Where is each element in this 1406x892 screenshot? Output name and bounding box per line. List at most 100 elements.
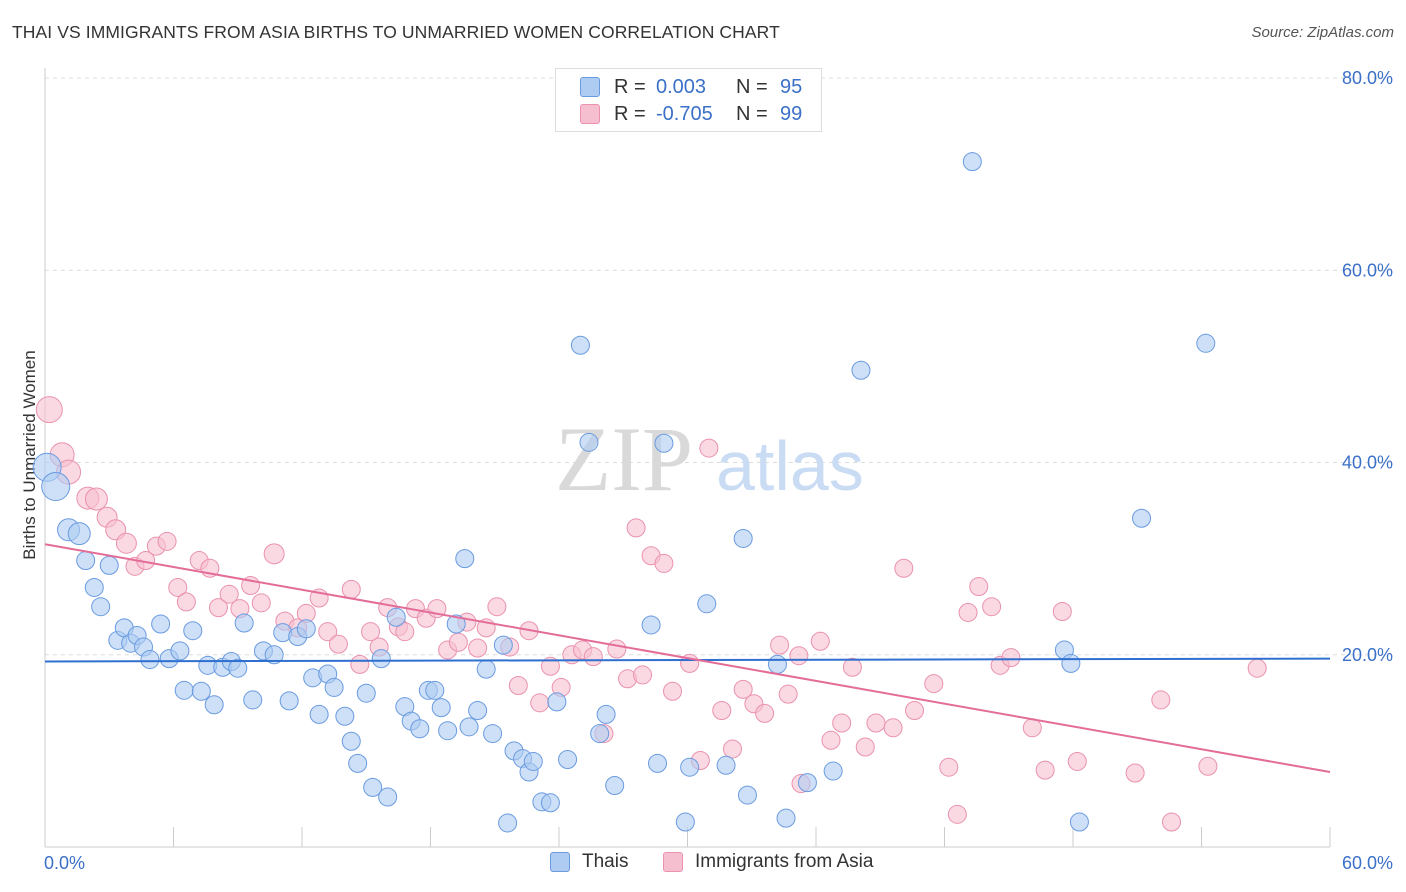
immigrants-point bbox=[468, 638, 488, 658]
immigrants-point bbox=[318, 622, 338, 642]
thais-point bbox=[335, 706, 355, 726]
legend-item-immigrants[interactable]: Immigrants from Asia bbox=[663, 851, 873, 873]
chart-title: THAI VS IMMIGRANTS FROM ASIA BIRTHS TO U… bbox=[12, 22, 780, 42]
immigrants-point bbox=[654, 553, 674, 573]
immigrants-point bbox=[866, 713, 886, 733]
thais-point bbox=[767, 654, 787, 674]
y-tick-label: 20.0% bbox=[1342, 645, 1393, 665]
y-tick-label: 80.0% bbox=[1342, 68, 1393, 88]
immigrants-point bbox=[263, 543, 285, 565]
thais-point bbox=[654, 433, 674, 453]
legend-n-label: N = bbox=[736, 75, 768, 98]
immigrants-point bbox=[1052, 601, 1072, 621]
immigrants-point bbox=[905, 701, 925, 721]
immigrants-point bbox=[208, 598, 228, 618]
thais-point bbox=[1196, 333, 1216, 353]
tick-labels: 20.0% 40.0% 60.0% 80.0% 0.0% 60.0% bbox=[44, 68, 1393, 873]
immigrants-point bbox=[958, 602, 978, 622]
thais-point bbox=[67, 522, 91, 546]
x-tick-label: 60.0% bbox=[1342, 853, 1393, 873]
thais-point bbox=[547, 692, 567, 712]
thais-point bbox=[1061, 653, 1081, 673]
immigrants-point bbox=[395, 622, 415, 642]
immigrants-point bbox=[530, 693, 550, 713]
thais-point bbox=[228, 658, 248, 678]
thais-point bbox=[468, 701, 488, 721]
thais-point bbox=[675, 812, 695, 832]
thais-point bbox=[605, 775, 625, 795]
thais-point bbox=[341, 731, 361, 751]
immigrants-point bbox=[1125, 763, 1145, 783]
immigrants-point bbox=[947, 804, 967, 824]
correlation-legend: R = 0.003 N = 95 R = -0.705 N = 99 bbox=[555, 68, 822, 132]
legend-swatch-blue bbox=[580, 77, 600, 97]
thais-point bbox=[851, 360, 871, 380]
thais-point bbox=[378, 787, 398, 807]
thais-point bbox=[697, 594, 717, 614]
thais-point bbox=[386, 607, 406, 627]
legend-row-immigrants: R = -0.705 N = 99 bbox=[580, 102, 802, 126]
thais-point bbox=[279, 691, 299, 711]
thais-point bbox=[425, 680, 445, 700]
watermark-atlas: atlas bbox=[716, 427, 864, 505]
immigrants-point bbox=[832, 713, 852, 733]
watermark: ZIP atlas bbox=[555, 408, 864, 510]
immigrants-point bbox=[1001, 648, 1021, 668]
immigrants-point bbox=[1198, 756, 1218, 776]
thais-point bbox=[431, 698, 451, 718]
thais-point bbox=[680, 757, 700, 777]
immigrants-point bbox=[157, 531, 177, 551]
immigrants-point bbox=[448, 632, 468, 652]
thais-point bbox=[191, 681, 211, 701]
series-thais-points bbox=[32, 152, 1216, 833]
thais-point bbox=[151, 614, 171, 634]
immigrants-trend-line bbox=[44, 543, 1331, 774]
x-tick-label: 0.0% bbox=[44, 853, 85, 873]
immigrants-point bbox=[789, 646, 809, 666]
immigrants-point bbox=[712, 701, 732, 721]
legend-n-value: 99 bbox=[780, 102, 803, 125]
grid-lines bbox=[45, 77, 1392, 656]
watermark-zip: ZIP bbox=[555, 408, 693, 510]
thais-point bbox=[962, 152, 982, 172]
immigrants-point bbox=[583, 647, 603, 667]
legend-r-label: R = bbox=[614, 75, 646, 98]
thais-point bbox=[243, 690, 263, 710]
thais-point bbox=[590, 724, 610, 744]
thais-point bbox=[459, 717, 479, 737]
legend-swatch-pink bbox=[580, 104, 600, 124]
immigrants-point bbox=[176, 592, 196, 612]
thais-point bbox=[570, 335, 590, 355]
immigrants-point bbox=[1162, 812, 1182, 832]
immigrants-point bbox=[607, 639, 627, 659]
legend-r-value: -0.705 bbox=[656, 102, 713, 125]
thais-point bbox=[41, 472, 71, 502]
immigrants-point bbox=[969, 577, 989, 597]
legend-label-thais: Thais bbox=[582, 851, 629, 872]
thais-point bbox=[264, 645, 284, 665]
thais-point bbox=[797, 773, 817, 793]
thais-point bbox=[296, 619, 316, 639]
thais-point bbox=[733, 528, 753, 548]
immigrants-point bbox=[540, 656, 560, 676]
thais-point bbox=[716, 755, 736, 775]
immigrants-point bbox=[1247, 658, 1267, 678]
thais-point bbox=[363, 777, 383, 797]
thais-point bbox=[324, 677, 344, 697]
immigrants-point bbox=[1022, 718, 1042, 738]
immigrants-point bbox=[626, 518, 646, 538]
immigrants-point bbox=[341, 579, 361, 599]
thais-point bbox=[493, 635, 513, 655]
thais-point bbox=[91, 597, 111, 617]
legend-r-value: 0.003 bbox=[656, 75, 707, 98]
immigrants-point bbox=[894, 558, 914, 578]
y-tick-label: 60.0% bbox=[1342, 260, 1393, 280]
legend-item-thais[interactable]: Thais bbox=[550, 851, 628, 873]
immigrants-point bbox=[778, 684, 798, 704]
trend-lines bbox=[44, 543, 1331, 774]
thais-point bbox=[356, 683, 376, 703]
legend-swatch-pink bbox=[663, 852, 683, 872]
thais-point bbox=[483, 724, 503, 744]
thais-point bbox=[174, 680, 194, 700]
